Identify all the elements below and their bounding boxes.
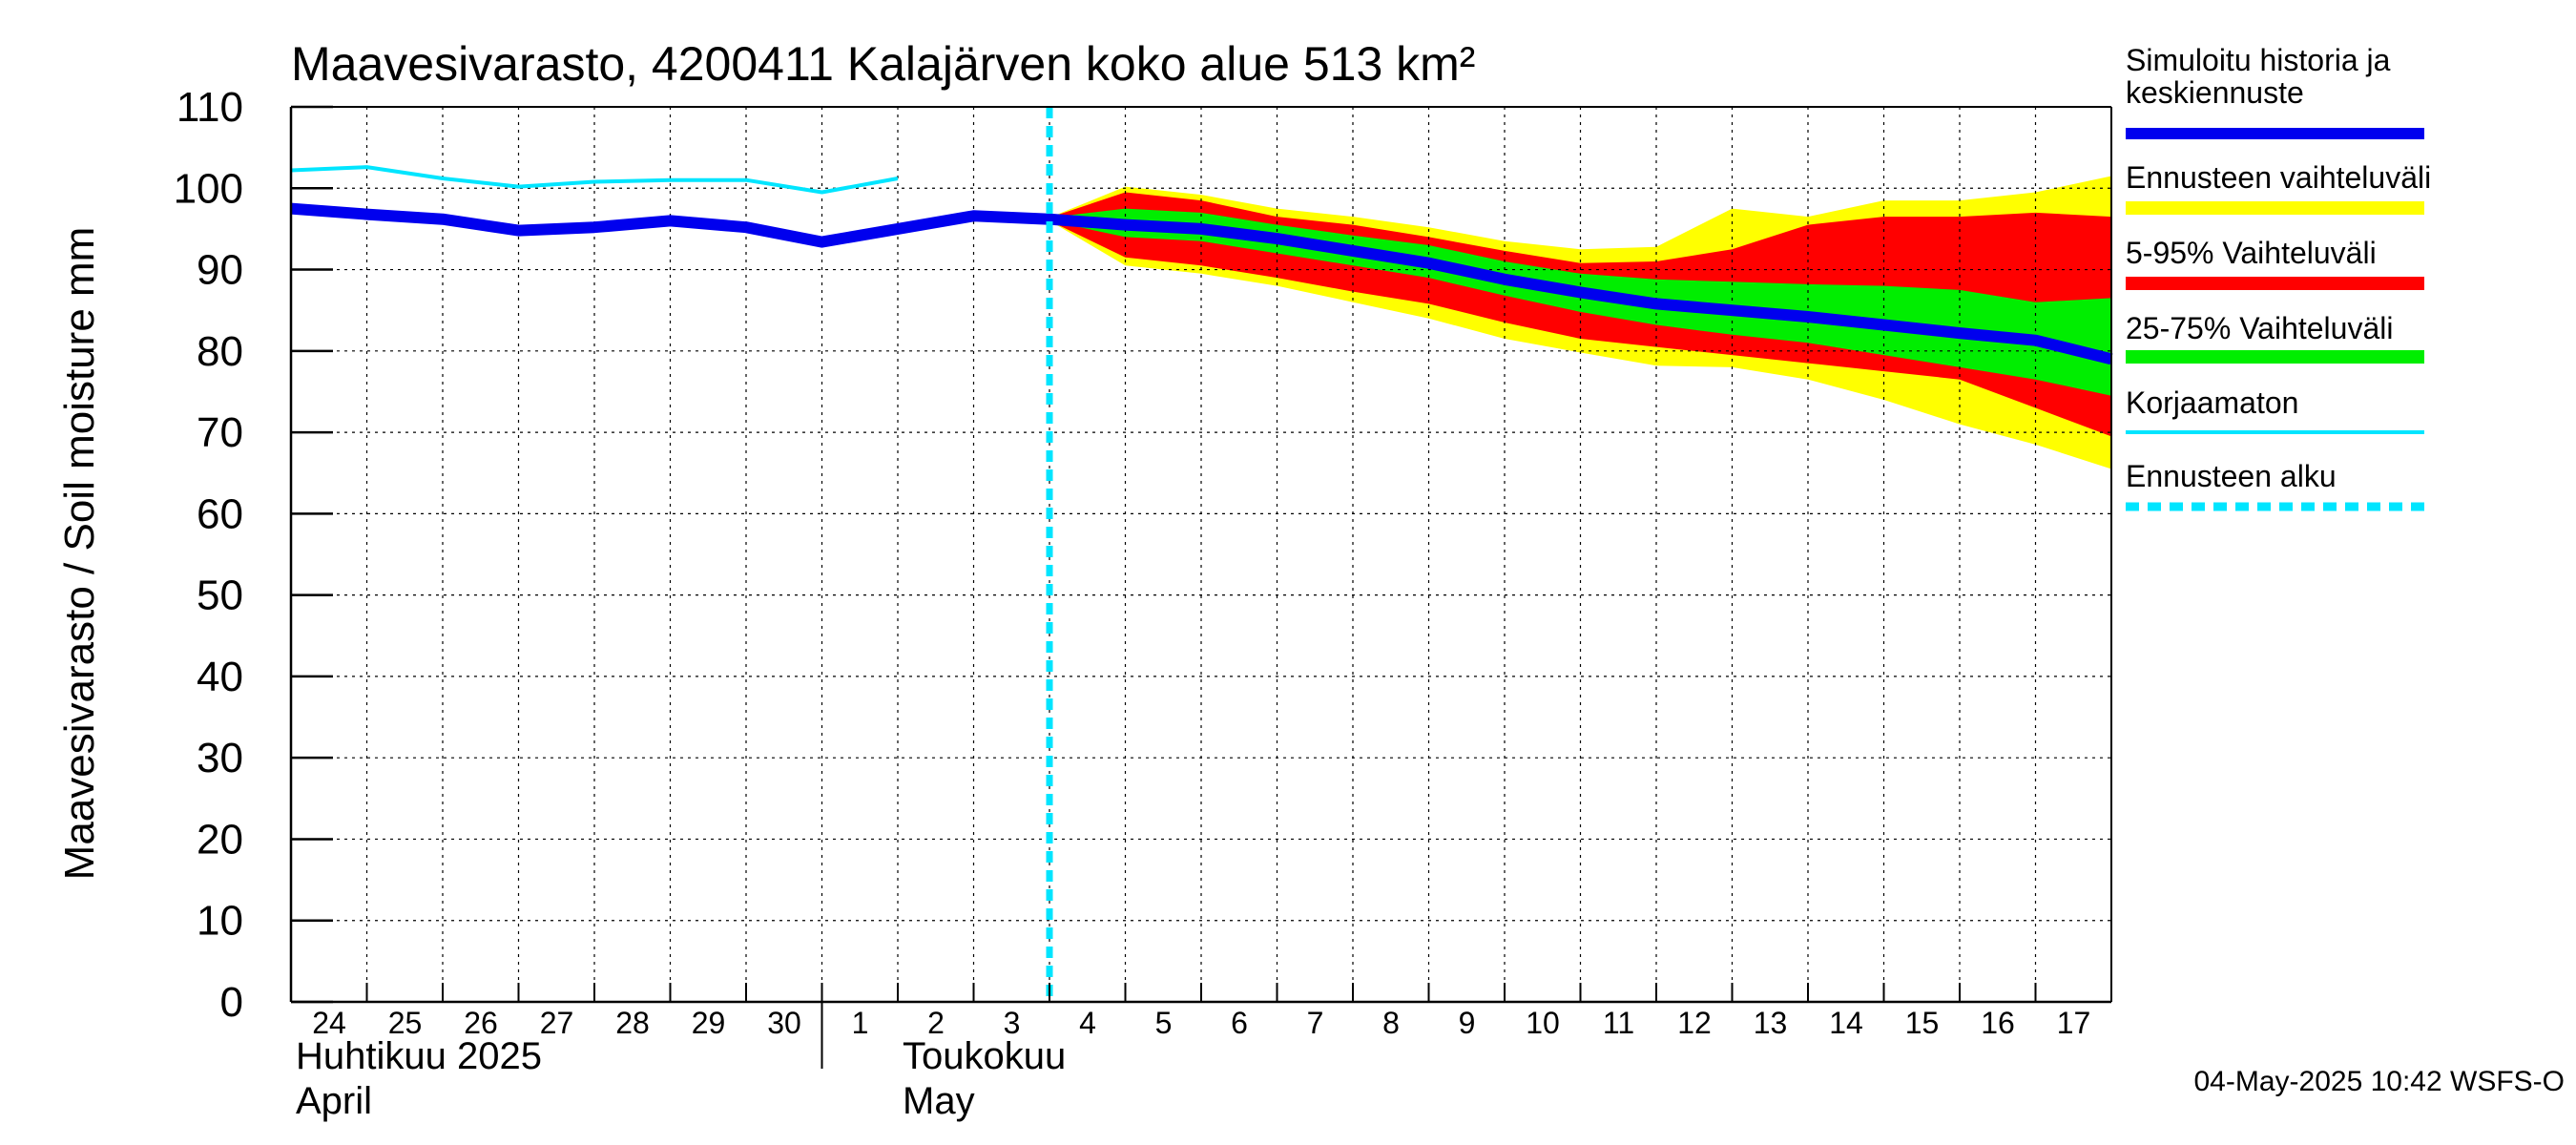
y-axis-label: Maavesivarasto / Soil moisture mm (56, 227, 103, 881)
legend-label: Ennusteen vaihteluväli (2126, 160, 2431, 195)
y-tick-label: 90 (197, 247, 243, 294)
y-tick-label: 50 (197, 572, 243, 619)
series-lines (290, 107, 2113, 1002)
series-uncorrected (290, 165, 899, 195)
y-tick-label: 80 (197, 328, 243, 375)
x-tick-label: 7 (1307, 1006, 1324, 1040)
x-tick-label: 16 (1981, 1006, 2015, 1040)
legend-label: 5-95% Vaihteluväli (2126, 236, 2377, 270)
month-label-line2: April (296, 1080, 372, 1122)
x-tick-label: 13 (1754, 1006, 1788, 1040)
x-tick-label: 15 (1905, 1006, 1940, 1040)
series-simulated-mean (290, 202, 2113, 365)
x-tick-label: 8 (1382, 1006, 1400, 1040)
x-tick-label: 10 (1526, 1006, 1560, 1040)
legend-item: Korjaamaton (2126, 385, 2424, 434)
legend-label: Simuloitu historia ja keskiennuste (2126, 43, 2391, 110)
timestamp-footer: 04-May-2025 10:42 WSFS-O (2194, 1066, 2566, 1097)
x-tick-label: 1 (852, 1006, 869, 1040)
x-tick-label: 26 (464, 1006, 498, 1040)
x-tick-label: 6 (1231, 1006, 1248, 1040)
x-tick-label: 9 (1459, 1006, 1476, 1040)
legend-item: Ennusteen vaihteluväli (2126, 160, 2431, 215)
legend-label: Korjaamaton (2126, 385, 2298, 420)
x-tick-label: 3 (1004, 1006, 1021, 1040)
y-tick-label: 20 (197, 816, 243, 863)
legend-label: 25-75% Vaihteluväli (2126, 311, 2393, 345)
month-label-line1: Huhtikuu 2025 (296, 1035, 542, 1077)
x-tick-label: 30 (767, 1006, 801, 1040)
y-tick-label: 100 (174, 165, 243, 212)
y-tick-label: 0 (220, 979, 243, 1026)
band-25-75-vaihteluv-li (1049, 208, 2111, 396)
x-tick-label: 5 (1155, 1006, 1173, 1040)
x-tick-label: 25 (388, 1006, 423, 1040)
legend-item: Ennusteen alku (2126, 459, 2424, 511)
y-tick-label: 30 (197, 735, 243, 781)
legend-item: 25-75% Vaihteluväli (2126, 311, 2424, 364)
x-tick-label: 28 (615, 1006, 650, 1040)
legend-item: 5-95% Vaihteluväli (2126, 236, 2424, 290)
y-tick-label: 10 (197, 898, 243, 945)
chart-title: Maavesivarasto, 4200411 Kalajärven koko … (291, 37, 1475, 91)
y-tick-label: 60 (197, 490, 243, 537)
month-label-line1: Toukokuu (903, 1035, 1066, 1077)
x-tick-label: 24 (312, 1006, 346, 1040)
y-tick-label: 110 (177, 84, 243, 131)
x-tick-label: 11 (1603, 1006, 1634, 1040)
x-tick-label: 14 (1829, 1006, 1863, 1040)
y-tick-label: 40 (197, 654, 243, 700)
x-tick-label: 27 (540, 1006, 574, 1040)
x-tick-label: 2 (927, 1006, 945, 1040)
legend-item: Simuloitu historia ja keskiennuste (2126, 43, 2424, 139)
x-tick-label: 17 (2057, 1006, 2091, 1040)
x-tick-label: 4 (1079, 1006, 1096, 1040)
x-tick-label: 12 (1677, 1006, 1712, 1040)
legend-label: Ennusteen alku (2126, 459, 2337, 493)
legend: Simuloitu historia ja keskiennuste Ennuste… (2126, 43, 2431, 511)
y-tick-label: 70 (197, 409, 243, 456)
x-tick-label: 29 (692, 1006, 726, 1040)
month-label-line2: May (903, 1080, 975, 1122)
